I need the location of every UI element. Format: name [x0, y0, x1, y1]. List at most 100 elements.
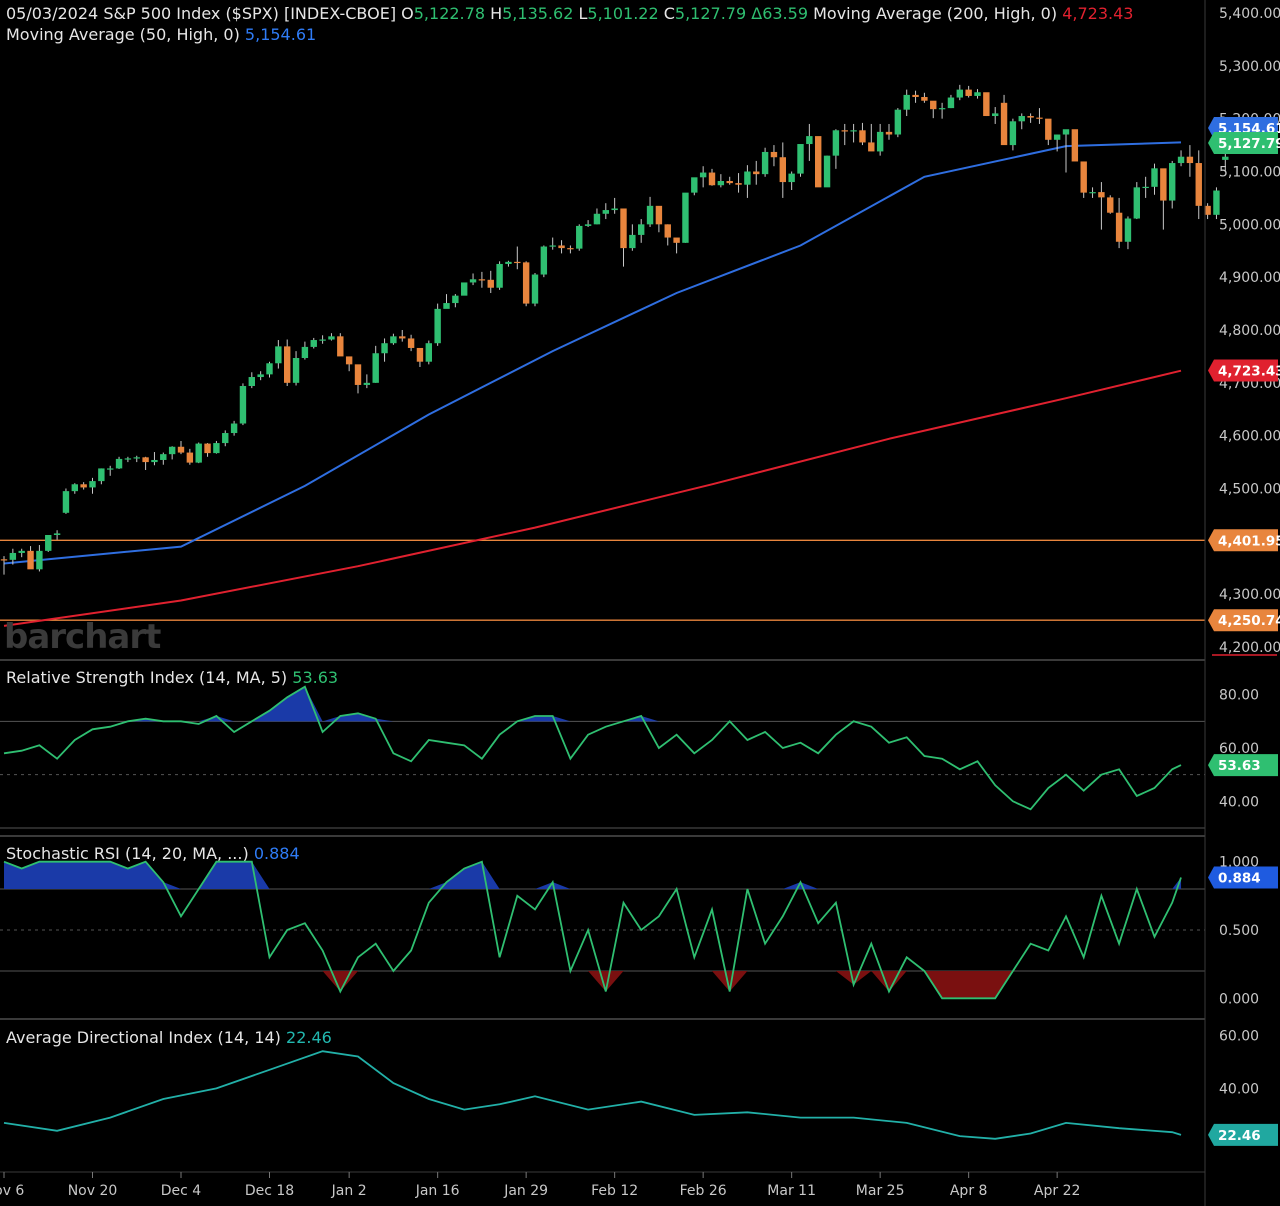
rsi-params: (14, MA, 5) — [199, 668, 288, 687]
adx-pane[interactable] — [3, 1050, 1182, 1140]
candle-body — [204, 443, 211, 454]
candle — [602, 203, 609, 220]
candle — [266, 361, 273, 378]
stochrsi-params: (14, 20, MA, ...) — [124, 844, 249, 863]
candle-body — [284, 346, 291, 383]
candle-body — [1142, 186, 1149, 189]
candle-body — [1160, 168, 1167, 201]
candle-body — [1018, 116, 1025, 122]
candle-body — [655, 205, 663, 225]
candle — [1027, 113, 1034, 123]
candle — [230, 420, 238, 436]
candle — [1204, 203, 1211, 220]
candle — [514, 246, 521, 270]
candle — [177, 440, 185, 455]
candle-body — [496, 263, 503, 288]
candle — [593, 208, 601, 225]
close-tag-label: 5,127.79 — [1218, 136, 1280, 152]
rsi-last-tag: 53.63 — [1208, 754, 1278, 777]
candle-body — [1062, 129, 1070, 135]
candle — [1142, 176, 1149, 198]
candle-body — [124, 458, 132, 460]
stochrsi-pane[interactable] — [0, 860, 1205, 1000]
candle-body — [956, 89, 963, 98]
candle-body — [788, 173, 795, 183]
candle-body — [115, 458, 123, 469]
candle — [531, 272, 539, 307]
candle-body — [160, 454, 167, 460]
candle-body — [770, 151, 778, 158]
candle-body — [27, 550, 34, 570]
x-tick-label: Jan 16 — [415, 1183, 460, 1199]
candle-body — [469, 279, 477, 283]
candle — [496, 261, 503, 290]
candle — [284, 339, 291, 387]
header-low-label: L — [578, 4, 588, 23]
candle-body — [859, 130, 866, 143]
candle — [1080, 161, 1087, 198]
candle — [80, 482, 87, 490]
candle-body — [71, 484, 78, 492]
candle — [36, 545, 43, 572]
candle — [620, 208, 627, 267]
candle-body — [646, 205, 654, 225]
candle-body — [1000, 102, 1008, 146]
candle — [815, 136, 822, 188]
candle — [1000, 94, 1008, 146]
candle — [213, 440, 220, 454]
candle — [1195, 150, 1202, 220]
price-y-tick: 5,400.00 — [1219, 6, 1280, 22]
candle-body — [691, 177, 698, 193]
candle — [354, 364, 362, 394]
hline-tag-0-label: 4,401.95 — [1218, 533, 1280, 549]
candle-body — [0, 559, 8, 561]
adx-last-tag-label: 22.46 — [1218, 1128, 1261, 1144]
candle-body — [248, 377, 255, 387]
stochrsi-line — [3, 860, 1182, 1000]
candle — [372, 345, 379, 383]
candle — [974, 89, 981, 99]
header-date: 05/03/2024 — [6, 4, 99, 23]
candle-body — [345, 356, 353, 365]
candle-body — [328, 336, 335, 340]
price-y-tick: 5,000.00 — [1219, 217, 1280, 233]
price-pane[interactable] — [0, 84, 1229, 627]
barchart-watermark: barchart — [4, 617, 161, 657]
adx-last-tag: 22.46 — [1208, 1123, 1278, 1146]
candle-body — [107, 468, 114, 470]
candle — [983, 92, 990, 117]
candle-body — [1089, 192, 1096, 194]
candle-body — [425, 343, 432, 362]
candle-body — [717, 181, 725, 186]
candle-body — [213, 443, 220, 454]
candle — [53, 530, 61, 540]
rsi-y-tick: 40.00 — [1219, 794, 1259, 810]
candle — [310, 337, 317, 349]
candle-body — [921, 97, 928, 101]
header-close-label: C — [663, 4, 675, 23]
candle-body — [1186, 156, 1194, 164]
candle — [1186, 145, 1194, 177]
x-tick-label: Dec 18 — [245, 1183, 294, 1199]
candle-body — [133, 457, 140, 459]
candle-body — [947, 97, 955, 109]
stochrsi-last-tag: 0.884 — [1208, 866, 1278, 889]
x-tick-label: Apr 8 — [950, 1183, 988, 1199]
candle-body — [9, 552, 17, 560]
candle-body — [487, 279, 494, 288]
candle-body — [841, 130, 848, 132]
stochrsi-last-tag-bg — [1208, 866, 1278, 889]
header-symbol: S&P 500 Index ($SPX) [INDEX-CBOE] — [103, 4, 397, 23]
candle-body — [80, 484, 87, 488]
candle — [425, 340, 432, 365]
stochrsi-oversold-fill — [322, 971, 1013, 999]
candle — [744, 165, 751, 198]
x-tick-label: Feb 26 — [680, 1183, 727, 1199]
candle — [469, 273, 477, 286]
rsi-pane[interactable] — [0, 685, 1205, 829]
candle-body — [1222, 156, 1229, 160]
candle — [1009, 118, 1017, 151]
candle-body — [1151, 168, 1158, 187]
price-y-tick: 4,200.00 — [1219, 640, 1280, 656]
